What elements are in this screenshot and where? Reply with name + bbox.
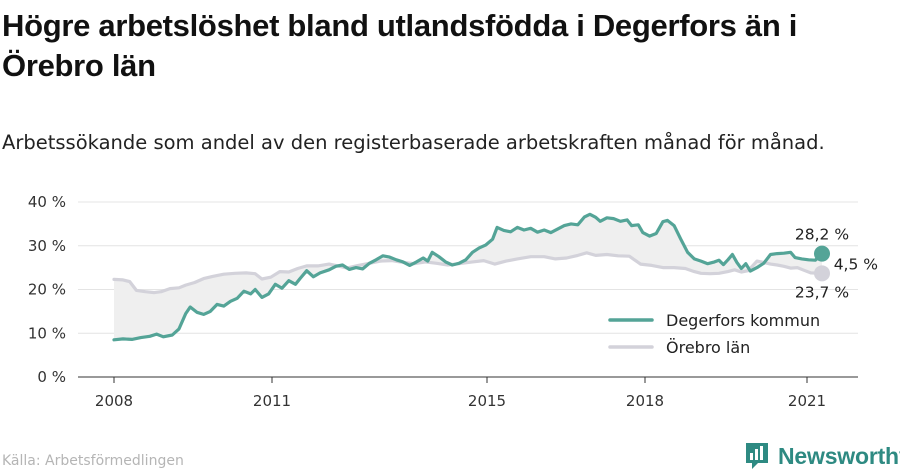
source-note: Källa: Arbetsförmedlingen — [2, 453, 184, 469]
difference-band — [114, 214, 822, 340]
newsworthy-brand[interactable]: Newsworthy — [744, 440, 900, 472]
legend-orebro-label: Örebro län — [666, 338, 750, 357]
difference-label: 4,5 % — [834, 255, 878, 273]
x-tick-label: 2021 — [788, 392, 826, 410]
end-point-degerfors — [814, 245, 830, 262]
y-tick-label: 10 % — [28, 324, 66, 342]
x-tick-label: 2015 — [468, 392, 506, 410]
end-label-degerfors: 28,2 % — [795, 226, 849, 244]
end-point-orebro — [814, 265, 830, 282]
y-tick-label: 40 % — [28, 193, 66, 211]
newsworthy-logo-icon — [746, 443, 768, 469]
y-tick-label: 0 % — [37, 368, 66, 386]
legend-degerfors-label: Degerfors kommun — [666, 311, 820, 330]
chart-title: Högre arbetslöshet bland utlandsfödda i … — [2, 8, 798, 83]
x-tick-label: 2008 — [95, 392, 133, 410]
series-line-degerfors — [112, 212, 824, 342]
line-chart: 0 % 10 % 20 % 30 % 40 % 2008 2011 2015 2018 2021 2… — [28, 193, 878, 410]
x-tick-label: 2011 — [253, 392, 291, 410]
end-label-orebro: 23,7 % — [795, 283, 849, 301]
y-tick-label: 20 % — [28, 281, 66, 299]
series-line-orebro — [112, 251, 824, 295]
y-tick-label: 30 % — [28, 237, 66, 255]
brand-name: Newsworthy — [778, 442, 900, 469]
chart-subtitle: Arbetssökande som andel av den registerb… — [2, 131, 825, 154]
x-tick-label: 2018 — [626, 392, 664, 410]
